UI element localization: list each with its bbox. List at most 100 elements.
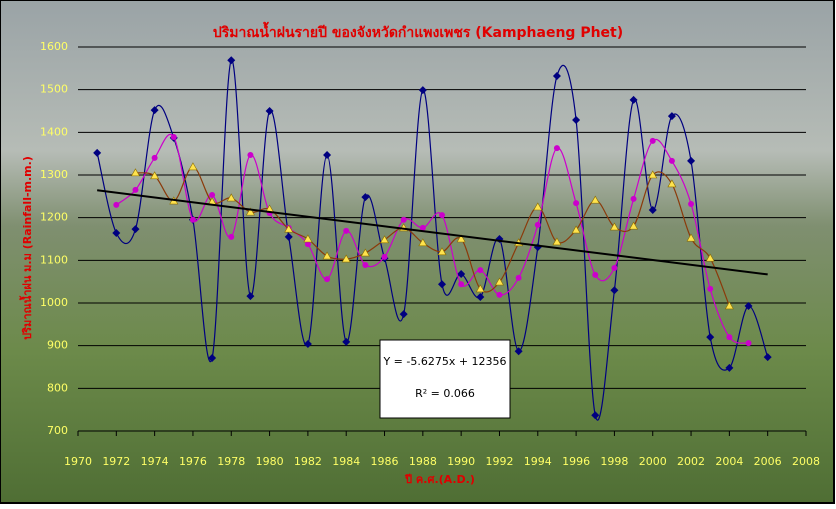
marker bbox=[725, 363, 734, 372]
marker bbox=[533, 202, 543, 211]
marker bbox=[265, 107, 274, 115]
marker bbox=[380, 235, 390, 244]
marker bbox=[209, 192, 216, 199]
y-tick-label: 900 bbox=[47, 339, 68, 352]
marker bbox=[475, 284, 485, 293]
marker bbox=[381, 253, 388, 260]
marker bbox=[648, 170, 658, 179]
x-tick-label: 1980 bbox=[256, 455, 284, 468]
marker bbox=[477, 267, 484, 274]
marker bbox=[150, 171, 160, 180]
marker bbox=[552, 72, 561, 81]
marker bbox=[93, 148, 102, 157]
marker bbox=[668, 157, 675, 164]
chart-title: ปริมาณน้ำฝนรายปี ของจังหวัดกำแพงเพชร (Ka… bbox=[213, 21, 623, 41]
marker bbox=[188, 162, 198, 171]
marker bbox=[687, 156, 696, 165]
marker bbox=[534, 221, 541, 228]
marker bbox=[745, 340, 752, 347]
marker bbox=[131, 225, 140, 234]
x-tick-label: 1974 bbox=[141, 455, 169, 468]
marker bbox=[592, 271, 599, 278]
x-tick-label: 1978 bbox=[217, 455, 245, 468]
marker bbox=[303, 234, 313, 243]
marker bbox=[418, 86, 427, 95]
y-tick-label: 800 bbox=[47, 381, 68, 394]
marker bbox=[247, 151, 254, 158]
marker bbox=[686, 233, 696, 242]
marker bbox=[343, 227, 350, 234]
marker bbox=[590, 195, 600, 204]
marker bbox=[112, 229, 121, 238]
y-tick-label: 1600 bbox=[40, 40, 68, 53]
marker bbox=[150, 106, 159, 115]
marker bbox=[341, 254, 351, 263]
marker bbox=[744, 301, 753, 310]
x-tick-label: 2008 bbox=[792, 455, 820, 468]
y-axis-label: ปริมาณน้ำฝน ม.ม (Rainfall-m.m.) bbox=[19, 156, 34, 340]
x-axis-label: ปี ค.ศ.(A.D.) bbox=[404, 473, 475, 486]
trendline bbox=[97, 189, 768, 276]
x-tick-label: 1994 bbox=[524, 455, 552, 468]
marker bbox=[648, 205, 657, 214]
marker bbox=[610, 286, 619, 295]
marker bbox=[189, 216, 196, 223]
x-tick-label: 1982 bbox=[294, 455, 322, 468]
marker bbox=[706, 333, 715, 342]
y-tick-label: 1000 bbox=[40, 296, 68, 309]
marker bbox=[763, 353, 772, 362]
y-tick-label: 1200 bbox=[40, 211, 68, 224]
marker bbox=[611, 265, 618, 272]
x-tick-label: 1970 bbox=[64, 455, 92, 468]
marker bbox=[724, 301, 734, 310]
marker bbox=[571, 225, 581, 234]
marker bbox=[323, 150, 332, 159]
marker bbox=[228, 233, 235, 240]
marker bbox=[630, 195, 637, 202]
x-tick-label: 1996 bbox=[562, 455, 590, 468]
marker bbox=[400, 216, 407, 223]
marker bbox=[170, 134, 177, 141]
marker bbox=[284, 224, 294, 233]
marker bbox=[629, 95, 638, 104]
marker bbox=[360, 248, 370, 257]
marker bbox=[707, 285, 714, 292]
marker bbox=[437, 247, 447, 256]
marker bbox=[132, 186, 139, 193]
marker bbox=[399, 310, 408, 319]
x-tick-label: 1972 bbox=[102, 455, 130, 468]
marker bbox=[667, 112, 676, 121]
equation-box bbox=[379, 339, 511, 419]
marker bbox=[705, 253, 715, 262]
y-tick-label: 1100 bbox=[40, 253, 68, 266]
marker bbox=[245, 207, 255, 216]
x-tick-label: 1984 bbox=[332, 455, 360, 468]
marker bbox=[304, 241, 311, 248]
x-tick-label: 1988 bbox=[409, 455, 437, 468]
marker bbox=[573, 200, 580, 207]
x-tick-label: 2000 bbox=[639, 455, 667, 468]
marker bbox=[552, 237, 562, 246]
marker bbox=[591, 411, 600, 420]
marker bbox=[649, 137, 656, 144]
x-tick-label: 1976 bbox=[179, 455, 207, 468]
x-tick-label: 1992 bbox=[485, 455, 513, 468]
marker bbox=[362, 262, 369, 269]
marker bbox=[514, 347, 523, 356]
x-tick-label: 2006 bbox=[754, 455, 782, 468]
y-tick-label: 1400 bbox=[40, 125, 68, 138]
trend-equation: Y = -5.6275x + 12356 bbox=[382, 355, 506, 368]
marker bbox=[439, 212, 445, 219]
marker bbox=[609, 222, 619, 231]
x-tick-label: 1998 bbox=[600, 455, 628, 468]
x-tick-label: 1986 bbox=[371, 455, 399, 468]
marker bbox=[438, 280, 446, 289]
y-tick-label: 1300 bbox=[40, 168, 68, 181]
marker bbox=[553, 145, 560, 152]
trend-r2: R² = 0.066 bbox=[415, 387, 475, 400]
x-tick-label: 2004 bbox=[715, 455, 743, 468]
marker bbox=[324, 276, 331, 283]
marker bbox=[226, 193, 236, 202]
marker bbox=[496, 291, 503, 298]
